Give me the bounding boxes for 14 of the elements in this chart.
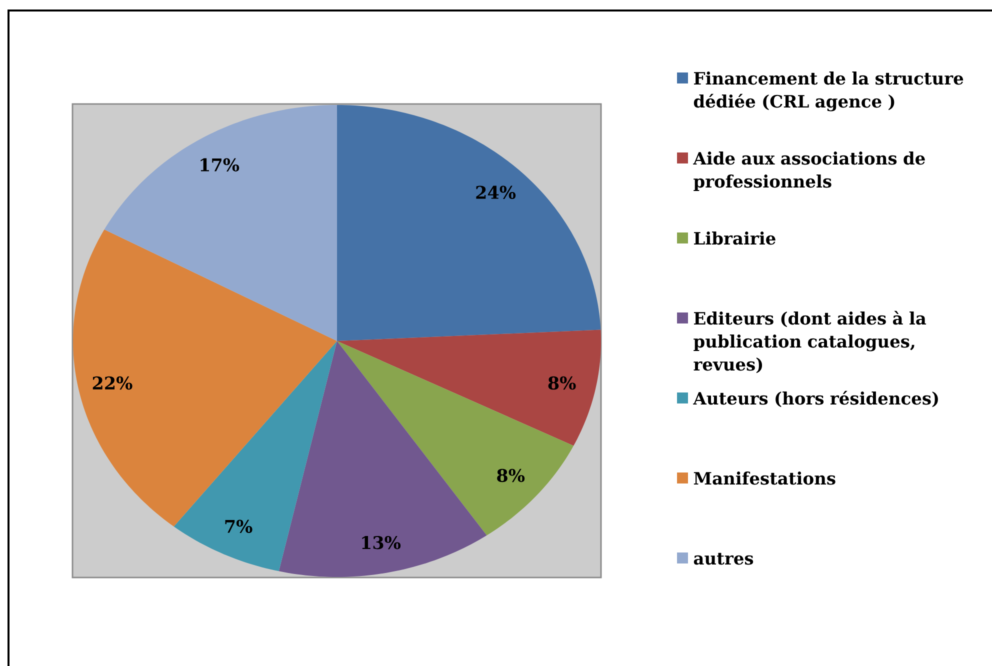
data-label: 13%	[362, 536, 401, 550]
data-label: 8%	[548, 376, 576, 390]
data-label: 7%	[225, 520, 252, 533]
data-label: 24%	[476, 186, 516, 199]
legend-label: autres	[694, 552, 754, 565]
legend-label: Auteurs (hors résidences)	[693, 390, 938, 408]
legend-label: Editeurs (dont aides à la publication catalogues, revues)	[694, 310, 926, 374]
legend-label: Librairie	[694, 232, 776, 245]
data-label: 8%	[497, 468, 525, 482]
legend-label: Financement de la structure dédiée (CRL agence )	[694, 72, 964, 112]
legend-label: Manifestations	[694, 472, 836, 485]
data-label: 22%	[92, 376, 132, 390]
legend-label: Aide aux associations de professionnels	[693, 152, 925, 192]
data-label: 17%	[200, 158, 240, 172]
